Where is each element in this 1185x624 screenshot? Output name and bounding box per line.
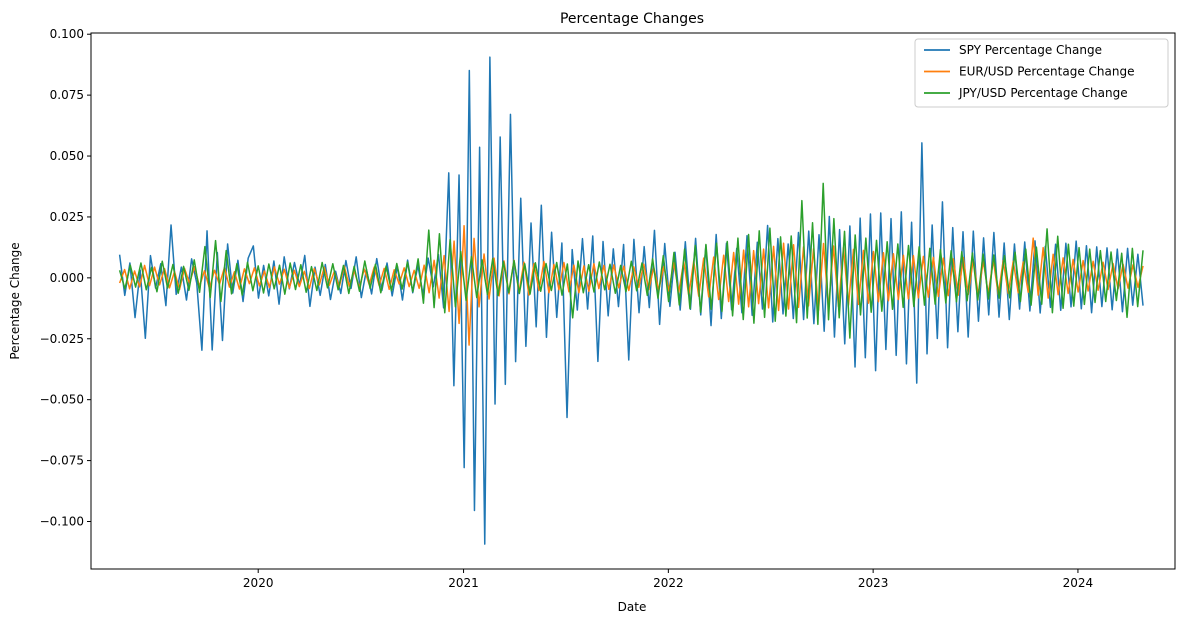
chart-title: Percentage Changes bbox=[560, 11, 704, 27]
x-axis-label: Date bbox=[618, 600, 647, 614]
x-tick-label: 2020 bbox=[243, 576, 274, 590]
series-layer bbox=[118, 56, 1144, 545]
series-line-0 bbox=[118, 56, 1144, 545]
y-axis: 0.100 0.075 0.050 0.025 0.000 −0.025 −0.050 −0.… bbox=[40, 27, 91, 528]
y-tick-label: 0.100 bbox=[50, 27, 84, 41]
legend: SPY Percentage Change EUR/USD Percentage … bbox=[914, 38, 1169, 108]
x-tick-label: 2022 bbox=[653, 576, 684, 590]
y-tick-label: 0.050 bbox=[50, 149, 84, 163]
x-tick-label: 2021 bbox=[448, 576, 479, 590]
legend-label-2: JPY/USD Percentage Change bbox=[958, 86, 1128, 100]
series-line-2 bbox=[118, 182, 1144, 339]
series-line-1 bbox=[118, 224, 1144, 346]
y-tick-label: 0.075 bbox=[50, 88, 84, 102]
y-axis-label: Percentage Change bbox=[8, 242, 22, 359]
y-tick-label: −0.100 bbox=[40, 514, 84, 528]
y-tick-label: −0.025 bbox=[40, 332, 84, 346]
x-tick-label: 2024 bbox=[1063, 576, 1094, 590]
x-axis: 2020 2021 2022 2023 2024 bbox=[243, 569, 1093, 590]
plot-frame bbox=[90, 32, 1176, 570]
x-tick-label: 2023 bbox=[858, 576, 889, 590]
legend-label-0: SPY Percentage Change bbox=[959, 43, 1102, 57]
legend-box bbox=[914, 38, 1169, 108]
y-tick-label: −0.075 bbox=[40, 454, 84, 468]
y-tick-label: 0.000 bbox=[50, 271, 84, 285]
y-tick-label: 0.025 bbox=[50, 210, 84, 224]
legend-label-1: EUR/USD Percentage Change bbox=[959, 65, 1134, 79]
y-tick-label: −0.050 bbox=[40, 393, 84, 407]
